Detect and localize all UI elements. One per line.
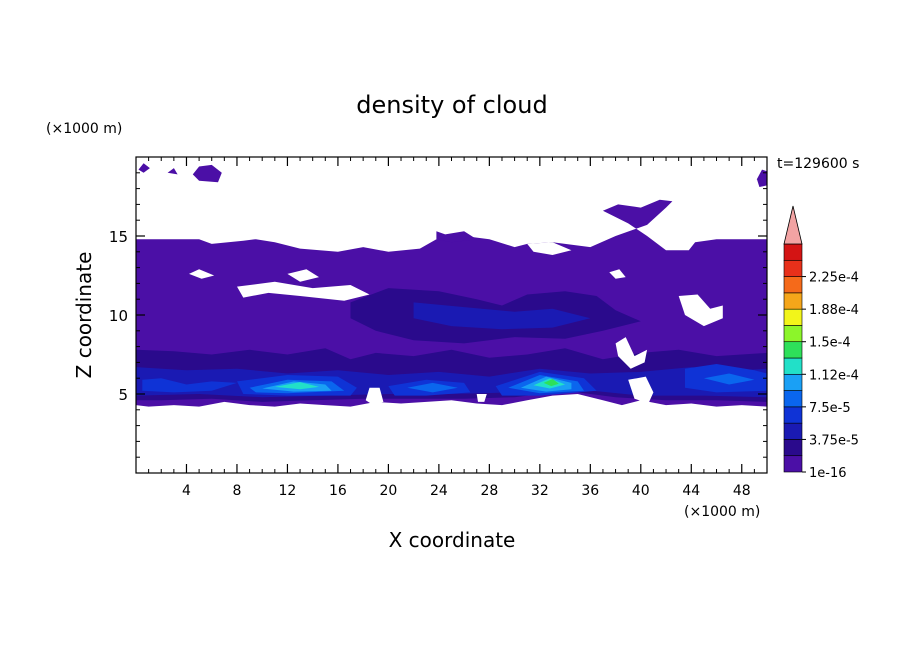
x-axis: 4 8 12 16 20 24 28 32 36 40 44 48: [148, 157, 755, 499]
colorbar-label: 3.75e-5: [809, 433, 859, 448]
contour-fill-layer: [136, 163, 767, 407]
x-tick-label: 8: [232, 483, 241, 499]
y-tick-label: 5: [118, 386, 128, 404]
contour-region-level-7: [543, 379, 559, 387]
colorbar-label: 1.88e-4: [809, 303, 859, 318]
x-axis-unit: (×1000 m): [684, 504, 760, 520]
y-axis-label: Z coordinate: [72, 252, 96, 379]
colorbar-swatch: [783, 308, 803, 326]
contour-region-level-3: [142, 378, 237, 393]
colorbar-swatch: [783, 390, 803, 408]
x-tick-label: 36: [581, 483, 599, 499]
contour-region-level-0: [138, 163, 150, 173]
contour-region-level-6: [274, 382, 319, 390]
contour-region-level-0: [756, 169, 767, 187]
cloud-free-gap: [609, 269, 626, 279]
colorbar-over-arrow: [783, 205, 803, 245]
colorbar-label: 1.5e-4: [809, 336, 851, 351]
x-tick-label: 48: [733, 483, 751, 499]
cloud-free-gap: [615, 337, 648, 369]
cloud-free-gap: [628, 376, 654, 404]
colorbar-swatch: [783, 406, 803, 424]
colorbar-swatch: [783, 439, 803, 457]
y-axis: 5 10 15: [109, 172, 767, 458]
colorbar-swatch: [783, 276, 803, 294]
colorbar-label: 7.5e-5: [809, 401, 851, 416]
cloud-free-gap: [527, 242, 572, 255]
cloud-free-gap: [287, 269, 319, 282]
colorbar-swatch: [783, 341, 803, 359]
contour-region-level-0: [167, 168, 178, 175]
x-tick-label: 32: [531, 483, 549, 499]
colorbar: 1e-16 3.75e-5 7.5e-5 1.12e-4 1.5e-4 1.88e-4 2.…: [783, 205, 859, 481]
cloud-free-gap: [365, 387, 384, 406]
x-tick-label: 24: [430, 483, 448, 499]
contour-region-level-4: [407, 382, 458, 393]
chart-title: density of cloud: [356, 91, 547, 119]
colorbar-label: 1e-16: [809, 466, 847, 481]
x-tick-label: 28: [480, 483, 498, 499]
colorbar-swatch: [783, 357, 803, 375]
contour-region-level-4: [703, 373, 755, 385]
cloud-free-gap: [189, 269, 215, 279]
colorbar-label: 1.12e-4: [809, 368, 859, 383]
colorbar-swatch: [783, 259, 803, 277]
y-axis-unit: (×1000 m): [46, 121, 122, 137]
colorbar-swatch: [783, 292, 803, 310]
x-tick-label: 16: [329, 483, 347, 499]
cloud-free-gap: [678, 294, 723, 327]
colorbar-swatch: [783, 243, 803, 261]
time-label: t=129600 s: [777, 156, 859, 172]
cloud-free-gap: [237, 281, 370, 301]
y-tick-label: 15: [109, 228, 128, 246]
colorbar-swatch: [783, 455, 803, 473]
contour-region-level-0: [192, 164, 222, 183]
colorbar-swatch: [783, 325, 803, 343]
cloud-free-gap: [476, 394, 487, 402]
x-tick-label: 44: [682, 483, 700, 499]
colorbar-label: 2.25e-4: [809, 271, 859, 286]
y-tick-label: 10: [109, 307, 128, 325]
contour-region-level-2: [413, 302, 591, 330]
x-axis-label: X coordinate: [389, 528, 516, 552]
x-tick-label: 4: [182, 483, 191, 499]
colorbar-swatch: [783, 422, 803, 440]
colorbar-swatch: [783, 373, 803, 391]
contour-region-level-0: [436, 231, 477, 243]
x-tick-label: 20: [379, 483, 397, 499]
x-tick-label: 12: [279, 483, 297, 499]
x-tick-label: 40: [632, 483, 650, 499]
